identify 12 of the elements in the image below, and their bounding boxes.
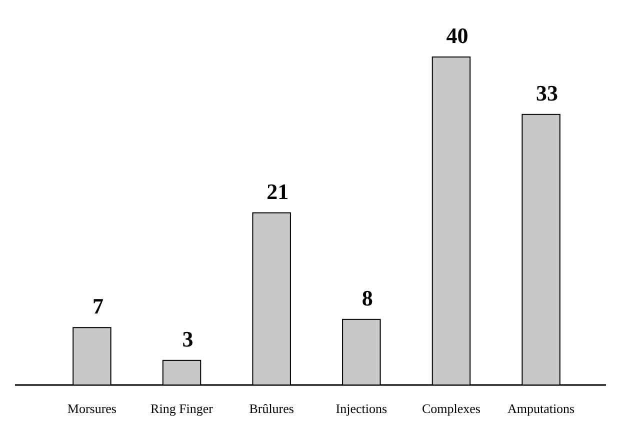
x-tick-label: Morsures [67,401,117,416]
data-label: 8 [362,285,373,310]
x-tick-label: Injections [336,401,388,416]
x-tick-label: Complexes [422,401,480,416]
data-label: 7 [92,294,104,319]
x-tick-label: Ring Finger [150,401,214,416]
data-label: 40 [446,23,468,48]
x-tick-label: Brûlures [249,401,294,416]
x-tick-label: Amputations [507,401,575,416]
data-label: 21 [266,178,289,204]
data-label: 33 [536,80,558,106]
data-label: 3 [182,326,194,352]
